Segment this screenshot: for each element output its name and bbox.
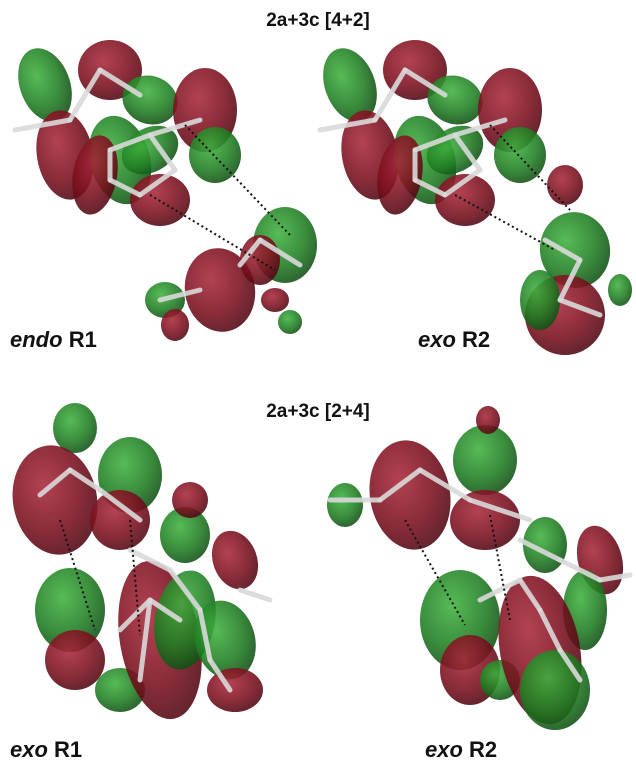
orbital-lobe: [361, 434, 459, 556]
orbital-lobe: [278, 310, 302, 334]
bond: [240, 590, 270, 600]
label: R2: [469, 737, 497, 762]
conformation: exo: [10, 737, 48, 762]
structure-label: exo R1: [10, 737, 82, 762]
orbital-lobe: [45, 630, 105, 690]
section-title: 2a+3c [2+4]: [266, 401, 370, 422]
label: R2: [462, 327, 490, 352]
orbital-lobe: [450, 490, 520, 550]
orbital-lobe: [327, 483, 363, 527]
structure-label: endo R1: [10, 327, 97, 352]
orbital-lobe: [494, 127, 546, 183]
orbital-lobe: [4, 439, 106, 562]
orbital-lobe: [608, 274, 632, 306]
orbital-lobe: [189, 127, 241, 183]
orbital-lobe: [547, 165, 583, 205]
orbital-lobe: [476, 406, 500, 434]
orbital-lobe: [161, 309, 189, 341]
figure: 2a+3c [4+2] 2a+3c [2+4] endo R1 exo R2 e…: [0, 0, 636, 767]
conformation: endo: [10, 327, 63, 352]
orbital-lobe: [261, 288, 289, 312]
orbital-lobe: [520, 650, 590, 730]
structure-label: exo R2: [425, 737, 497, 762]
structure-label: exo R2: [418, 327, 490, 352]
label: R1: [69, 327, 97, 352]
label: R1: [54, 737, 82, 762]
conformation: exo: [425, 737, 463, 762]
orbital-lobe: [53, 403, 97, 453]
conformation: exo: [418, 327, 456, 352]
orbital-art: [4, 40, 632, 731]
orbital-lobe: [172, 482, 208, 518]
orbital-lobe: [520, 270, 560, 330]
orbital-lobe: [207, 668, 263, 712]
section-title: 2a+3c [4+2]: [266, 10, 370, 31]
orbital-lobe: [453, 425, 517, 495]
orbital-lobe: [204, 524, 266, 595]
